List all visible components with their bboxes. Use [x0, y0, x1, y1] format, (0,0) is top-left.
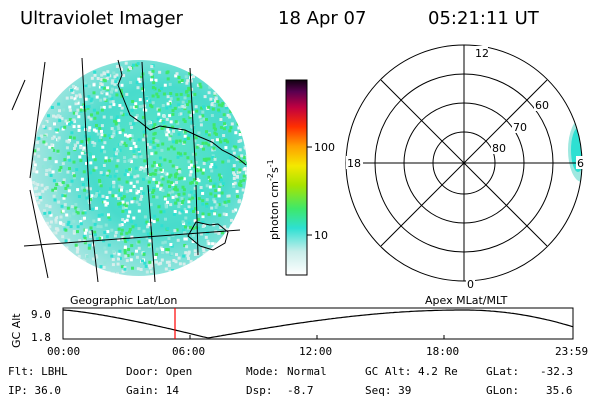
xtick-1800: 18:00 [426, 345, 459, 358]
info-ip: IP: 36.0 [8, 384, 61, 397]
intensity-colorbar: 100 10 photon cm-2s-1 [266, 79, 335, 276]
geographic-panel-title: Geographic Lat/Lon [70, 294, 177, 307]
mlt-label-0: 0 [467, 278, 474, 291]
mlat-label-80: 80 [492, 142, 506, 155]
altitude-x-ticks [62, 335, 574, 339]
info-dsp-key: Dsp: [246, 384, 273, 397]
altitude-plot-frame [62, 307, 574, 340]
altitude-y-label: GC Alt [10, 313, 23, 348]
altitude-ytick-low: 1.8 [31, 331, 51, 344]
mlat-label-70: 70 [513, 121, 527, 134]
info-gc-alt: GC Alt: 4.2 Re [365, 365, 458, 378]
colorbar-tick-100: 100 [314, 141, 335, 154]
colorbar-tick-10: 10 [314, 229, 328, 242]
xtick-2359: 23:59 [555, 345, 588, 358]
mlat-label-60: 60 [535, 99, 549, 112]
info-door: Door: Open [126, 365, 192, 378]
info-glat-key: GLat: [486, 365, 519, 378]
colorbar-unit-label: photon cm-2s-1 [266, 159, 281, 240]
uv-earth-image [11, 57, 247, 283]
observation-time: 05:21:11 UT [428, 8, 540, 29]
info-glon-value: 35.6 [546, 384, 573, 397]
altitude-curve [62, 309, 574, 339]
mlt-label-6: 6 [577, 157, 584, 170]
apex-panel-title: Apex MLat/MLT [425, 294, 508, 307]
geographic-grid-lines [11, 57, 247, 283]
mlt-label-12: 12 [475, 47, 489, 60]
altitude-ytick-high: 9.0 [31, 308, 51, 321]
xtick-0600: 06:00 [172, 345, 205, 358]
info-glat-value: -32.3 [540, 365, 573, 378]
info-glon-key: GLon: [486, 384, 519, 397]
polar-diagonal-2 [380, 79, 548, 247]
instrument-title: Ultraviolet Imager [20, 8, 184, 29]
observation-date: 18 Apr 07 [278, 8, 366, 29]
info-gain: Gain: 14 [126, 384, 179, 397]
info-mode-value: Normal [287, 365, 327, 378]
info-mode-key: Mode: [246, 365, 279, 378]
polar-mlat-mlt-plot: 12 18 6 0 60 70 80 [345, 44, 585, 291]
xtick-1200: 12:00 [299, 345, 332, 358]
info-filter: Flt: LBHL [8, 365, 68, 378]
status-info: Flt: LBHL Door: Open Mode: Normal GC Alt… [8, 365, 573, 397]
altitude-timeline-plot: GC Alt 9.0 1.8 00:00 06:00 12:00 18:00 2… [10, 307, 588, 358]
info-seq: Seq: 39 [365, 384, 411, 397]
info-dsp-value: -8.7 [287, 384, 314, 397]
xtick-0000: 00:00 [47, 345, 80, 358]
mlt-label-18: 18 [347, 157, 361, 170]
uv-emission-speckle [32, 61, 247, 276]
colorbar-gradient [285, 79, 308, 276]
